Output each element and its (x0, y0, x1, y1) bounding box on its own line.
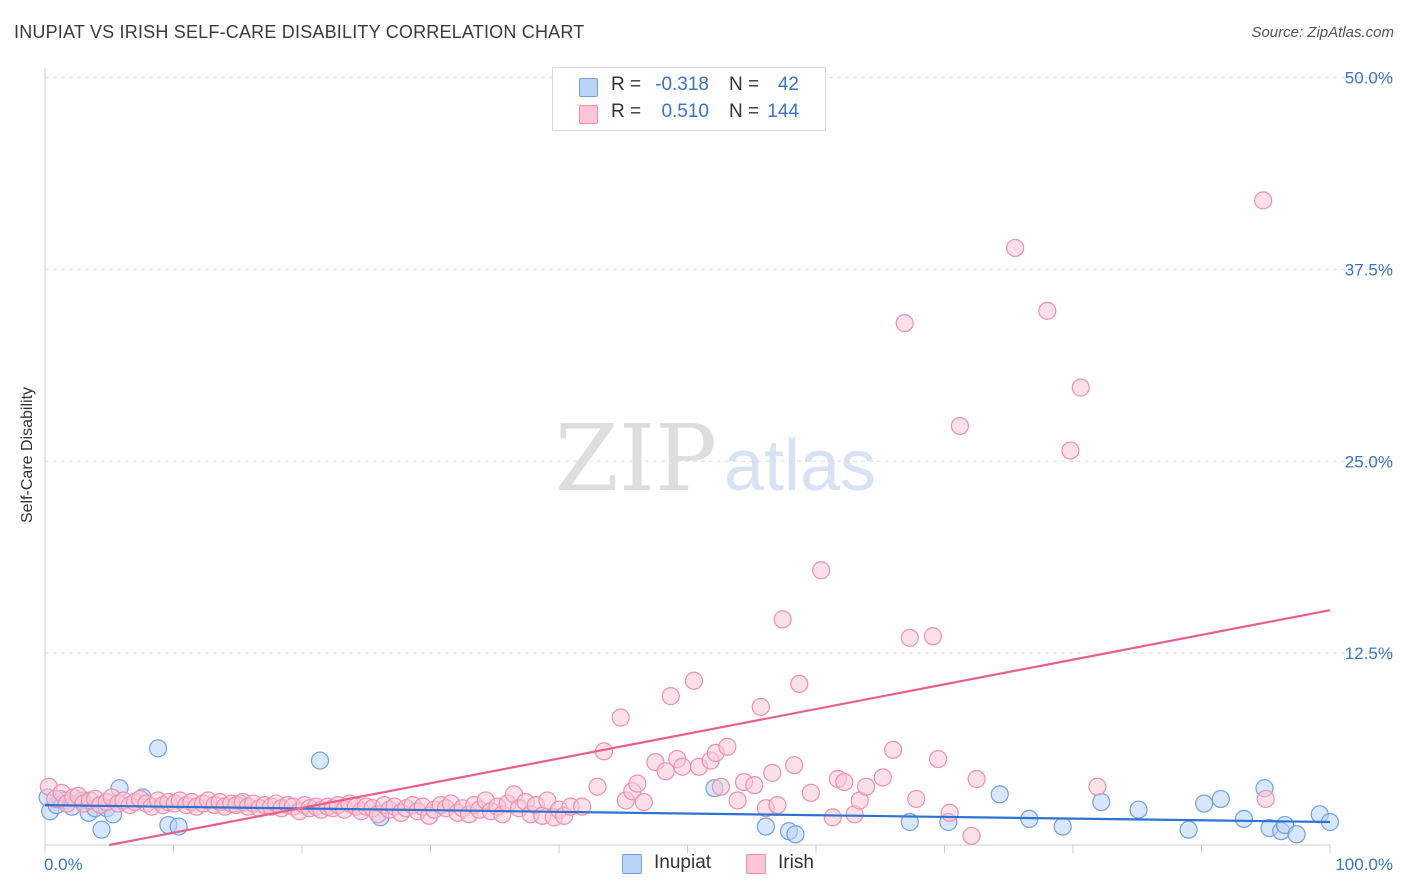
irish-point (873, 768, 892, 787)
legend-row-irish: R = 0.510 N = 144 (553, 101, 825, 127)
irish-point (711, 777, 731, 796)
irish-trend-line (109, 609, 1331, 847)
r-value: 0.510 (661, 101, 709, 122)
irish-point (940, 803, 959, 822)
inupiat-point (1053, 817, 1072, 836)
inupiat-swatch (622, 854, 642, 874)
irish-point (835, 772, 854, 792)
irish-point (962, 826, 981, 845)
irish-point (900, 628, 919, 647)
irish-point (628, 774, 647, 793)
irish-point (1071, 378, 1090, 397)
irish-point (611, 708, 630, 727)
irish-point (588, 777, 607, 796)
correlation-legend: R = -0.318 N = 42 R = 0.510 N = 144 (552, 67, 826, 131)
y-tick-label: 37.5% (1345, 260, 1393, 279)
inupiat-point (92, 820, 111, 839)
irish-point (785, 756, 804, 775)
irish-point (745, 776, 764, 795)
inupiat-point (1092, 792, 1111, 812)
r-value: -0.318 (655, 74, 709, 95)
x-tick-label-min: 0.0% (44, 855, 83, 874)
irish-point (1006, 238, 1025, 258)
irish-swatch (579, 105, 598, 124)
inupiat-point (1287, 825, 1306, 844)
r-label: R = (611, 74, 642, 95)
irish-point (907, 789, 926, 809)
y-tick-label: 50.0% (1345, 69, 1393, 88)
inupiat-point (756, 817, 775, 836)
inupiat-point (1234, 809, 1254, 829)
irish-point (812, 561, 831, 580)
irish-point (923, 627, 943, 646)
irish-point (1256, 789, 1275, 809)
irish-point (801, 783, 820, 802)
n-label: N = (729, 74, 760, 95)
inupiat-point (786, 825, 805, 844)
irish-point (857, 777, 876, 796)
n-value: 42 (777, 74, 799, 95)
irish-point (883, 740, 903, 759)
inupiat-point (310, 751, 330, 770)
irish-point (684, 671, 704, 690)
irish-point (773, 610, 792, 629)
irish-point (895, 314, 914, 333)
inupiat-point (148, 739, 168, 758)
inupiat-point (1129, 800, 1148, 819)
irish-point (1038, 301, 1057, 320)
irish-point (1088, 777, 1107, 796)
irish-point (673, 757, 692, 776)
irish-point (768, 795, 787, 815)
irish-point (763, 763, 782, 782)
irish-point (634, 792, 653, 812)
inupiat-point (900, 812, 919, 832)
irish-point (1254, 191, 1273, 210)
irish-point (823, 808, 842, 827)
irish-swatch (746, 854, 766, 874)
legend-row-inupiat: R = -0.318 N = 42 (553, 74, 825, 100)
inupiat-point (1211, 789, 1230, 809)
chart-title: INUPIAT VS IRISH SELF-CARE DISABILITY CO… (14, 22, 585, 42)
legend-label-inupiat: Inupiat (654, 852, 712, 873)
inupiat-point (1194, 794, 1214, 813)
irish-point (950, 416, 970, 436)
x-tick-label-max: 100.0% (1335, 855, 1393, 874)
n-value: 144 (767, 101, 799, 122)
irish-point (718, 737, 737, 756)
inupiat-swatch (579, 78, 598, 97)
inupiat-trend-line (44, 803, 1331, 824)
y-tick-label: 25.0% (1345, 452, 1393, 471)
y-tick-label: 12.5% (1345, 644, 1393, 663)
watermark-atlas: atlas (724, 426, 876, 506)
inupiat-point (990, 785, 1009, 804)
r-label: R = (611, 101, 642, 122)
irish-point (967, 769, 986, 789)
watermark-zip: ZIP (555, 405, 717, 512)
legend-label-irish: Irish (778, 852, 814, 873)
irish-point (790, 674, 809, 693)
irish-point (656, 762, 675, 781)
irish-point (573, 797, 592, 816)
irish-point (928, 749, 948, 769)
irish-point (661, 687, 680, 706)
irish-point (728, 791, 747, 810)
inupiat-point (1179, 820, 1198, 839)
irish-point (1061, 441, 1080, 460)
n-label: N = (729, 101, 760, 122)
source-label: Source: ZipAtlas.com (1251, 24, 1394, 41)
irish-point (751, 697, 770, 716)
